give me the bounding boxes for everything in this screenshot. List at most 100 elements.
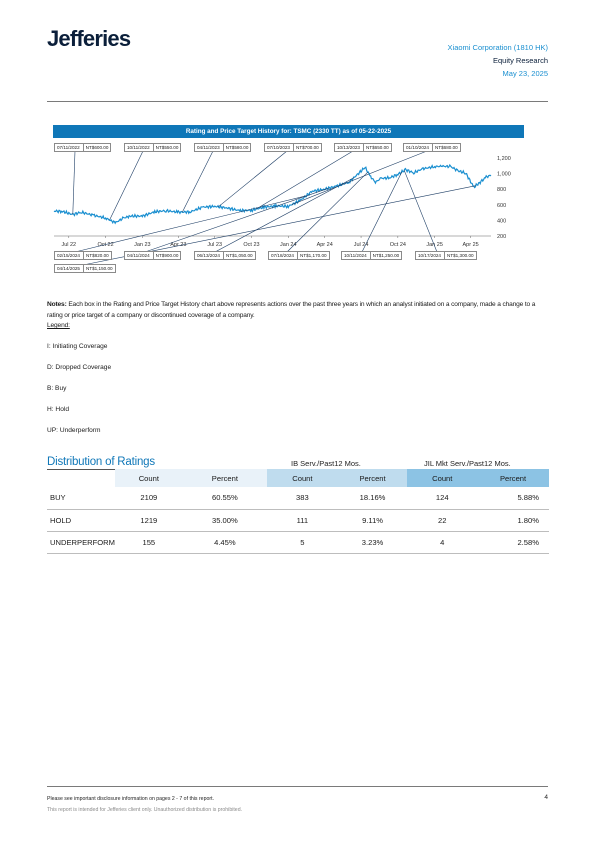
- rating-label: UNDERPERFORM: [47, 531, 115, 554]
- y-tick-label: 1,000: [497, 172, 511, 178]
- legend-item-hold: H: Hold: [47, 406, 69, 413]
- distribution-title: Distribution of Ratings: [47, 456, 155, 468]
- price-chart-svg: 200 400 600 800 1,000 1,200 Jul 22 Oct 22 Jan 23…: [53, 150, 511, 266]
- table-header-row: Count Percent Count Percent Count Percen…: [47, 469, 549, 487]
- footer-divider: [47, 786, 548, 787]
- chart-title: Rating and Price Target History for: TSM…: [53, 125, 524, 138]
- price-target-box: 10/17/2024 NT$1,300.00: [415, 251, 477, 260]
- legend-item-underperform: UP: Underperform: [47, 427, 101, 434]
- price-target-connector: [218, 150, 288, 208]
- price-target-connector: [74, 195, 307, 253]
- x-tick-label: Jan 23: [134, 242, 151, 248]
- price-target-connector: [144, 187, 329, 253]
- count-cell: 2109: [114, 487, 183, 510]
- ratings-distribution-table: Count Percent Count Percent Count Percen…: [47, 469, 549, 554]
- table-row: UNDERPERFORM 155 4.45% 5 3.23% 4 2.58%: [47, 531, 549, 554]
- jil-count-cell: 22: [407, 509, 478, 532]
- column-header: Percent: [182, 469, 268, 487]
- price-target-box: 04/11/2023 NT$580.00: [194, 143, 252, 152]
- ib-count-cell: 111: [267, 509, 338, 532]
- price-target-box: 10/11/2024 NT$1,250.00: [341, 251, 403, 260]
- legend-title: Legend:: [47, 322, 70, 329]
- chart-notes: Notes: Each box in the Rating and Price …: [47, 300, 552, 332]
- x-tick-label: Oct 23: [243, 242, 259, 248]
- x-tick-label: Apr 23: [170, 242, 186, 248]
- jil-percent-cell: 5.88%: [477, 487, 549, 510]
- rating-history-chart: Rating and Price Target History for: TSM…: [47, 121, 547, 281]
- x-tick-label: Oct 22: [97, 242, 113, 248]
- price-target-box: 07/10/2023 NT$700.00: [264, 143, 322, 152]
- count-cell: 155: [114, 531, 183, 554]
- column-header: Count: [407, 469, 478, 487]
- price-target-connector: [256, 150, 354, 210]
- ib-count-cell: 5: [267, 531, 338, 554]
- count-cell: 1219: [114, 509, 183, 532]
- report-header: Xiaomi Corporation (1810 HK) Equity Rese…: [448, 41, 548, 80]
- price-target-connector: [214, 177, 355, 253]
- jil-count-cell: 4: [407, 531, 478, 554]
- column-header: Count: [267, 469, 338, 487]
- price-target-connector: [182, 150, 214, 213]
- page-number: 4: [544, 794, 548, 801]
- price-target-connector: [72, 150, 76, 215]
- legend-item-initiating: I: Initiating Coverage: [47, 343, 108, 350]
- price-target-connector: [403, 170, 438, 253]
- y-tick-label: 800: [497, 187, 506, 193]
- distribution-note: This report is intended for Jefferies cl…: [47, 807, 243, 813]
- price-target-box: 10/11/2022 NT$550.00: [124, 143, 182, 152]
- x-tick-label: Jan 24: [280, 242, 297, 248]
- price-target-box: 10/13/2023 NT$650.00: [334, 143, 392, 152]
- company-name: Xiaomi Corporation (1810 HK): [447, 43, 548, 52]
- price-target-connector: [286, 171, 369, 253]
- price-target-box: 01/10/2024 NT$680.00: [403, 143, 461, 152]
- jefferies-logo: Jefferies: [47, 26, 131, 51]
- table-row: HOLD 1219 35.00% 111 9.11% 22 1.80%: [47, 509, 549, 532]
- x-tick-label: Jul 23: [207, 242, 222, 248]
- jil-count-cell: 124: [407, 487, 478, 510]
- header-divider: [47, 101, 548, 102]
- price-target-box: 04/11/2024 NT$900.00: [124, 251, 182, 260]
- ib-percent-cell: 18.16%: [337, 487, 408, 510]
- notes-label: Notes:: [47, 301, 67, 308]
- disclosure-note: Please see important disclosure informat…: [47, 796, 214, 802]
- report-date: May 23, 2025: [502, 69, 548, 78]
- price-target-box: 02/15/2024 NT$820.00: [54, 251, 112, 260]
- column-header: Count: [114, 469, 183, 487]
- price-target-connector: [291, 150, 428, 205]
- ib-count-cell: 383: [267, 487, 338, 510]
- department: Equity Research: [492, 56, 548, 65]
- ib-group-header: IB Serv./Past12 Mos.: [291, 459, 361, 468]
- x-tick-label: Apr 24: [317, 242, 333, 248]
- price-target-box: 07/11/2022 NT$600.00: [54, 143, 112, 152]
- y-tick-label: 600: [497, 203, 506, 209]
- y-tick-label: 200: [497, 234, 506, 240]
- jil-percent-cell: 2.58%: [477, 531, 549, 554]
- percent-cell: 4.45%: [182, 531, 268, 554]
- ib-percent-cell: 3.23%: [337, 531, 408, 554]
- ib-percent-cell: 9.11%: [337, 509, 408, 532]
- price-target-box: 06/13/2024 NT$1,050.00: [194, 251, 256, 260]
- percent-cell: 35.00%: [182, 509, 268, 532]
- legend-item-dropped: D: Dropped Coverage: [47, 364, 112, 371]
- x-tick-label: Jan 25: [426, 242, 443, 248]
- price-target-connector: [109, 150, 144, 221]
- legend-item-buy: B: Buy: [47, 385, 67, 392]
- jil-group-header: JIL Mkt Serv./Past12 Mos.: [424, 459, 511, 468]
- notes-text: Each box in the Rating and Price Target …: [47, 301, 536, 319]
- rating-label: HOLD: [47, 509, 115, 532]
- x-tick-label: Jul 24: [354, 242, 369, 248]
- x-tick-label: Oct 24: [390, 242, 406, 248]
- percent-cell: 60.55%: [182, 487, 268, 510]
- x-tick-label: Apr 25: [462, 242, 478, 248]
- column-header: Percent: [477, 469, 549, 487]
- price-target-connector: [361, 171, 403, 253]
- x-tick-label: Jul 22: [61, 242, 76, 248]
- price-line: [53, 163, 492, 225]
- y-tick-label: 400: [497, 218, 506, 224]
- rating-label: BUY: [47, 487, 115, 510]
- column-header: Percent: [337, 469, 408, 487]
- label-header: [47, 469, 115, 487]
- y-tick-label: 1,200: [497, 156, 511, 162]
- table-row: BUY 2109 60.55% 383 18.16% 124 5.88%: [47, 487, 549, 510]
- price-target-box: 04/14/2025 NT$1,150.00: [54, 264, 116, 273]
